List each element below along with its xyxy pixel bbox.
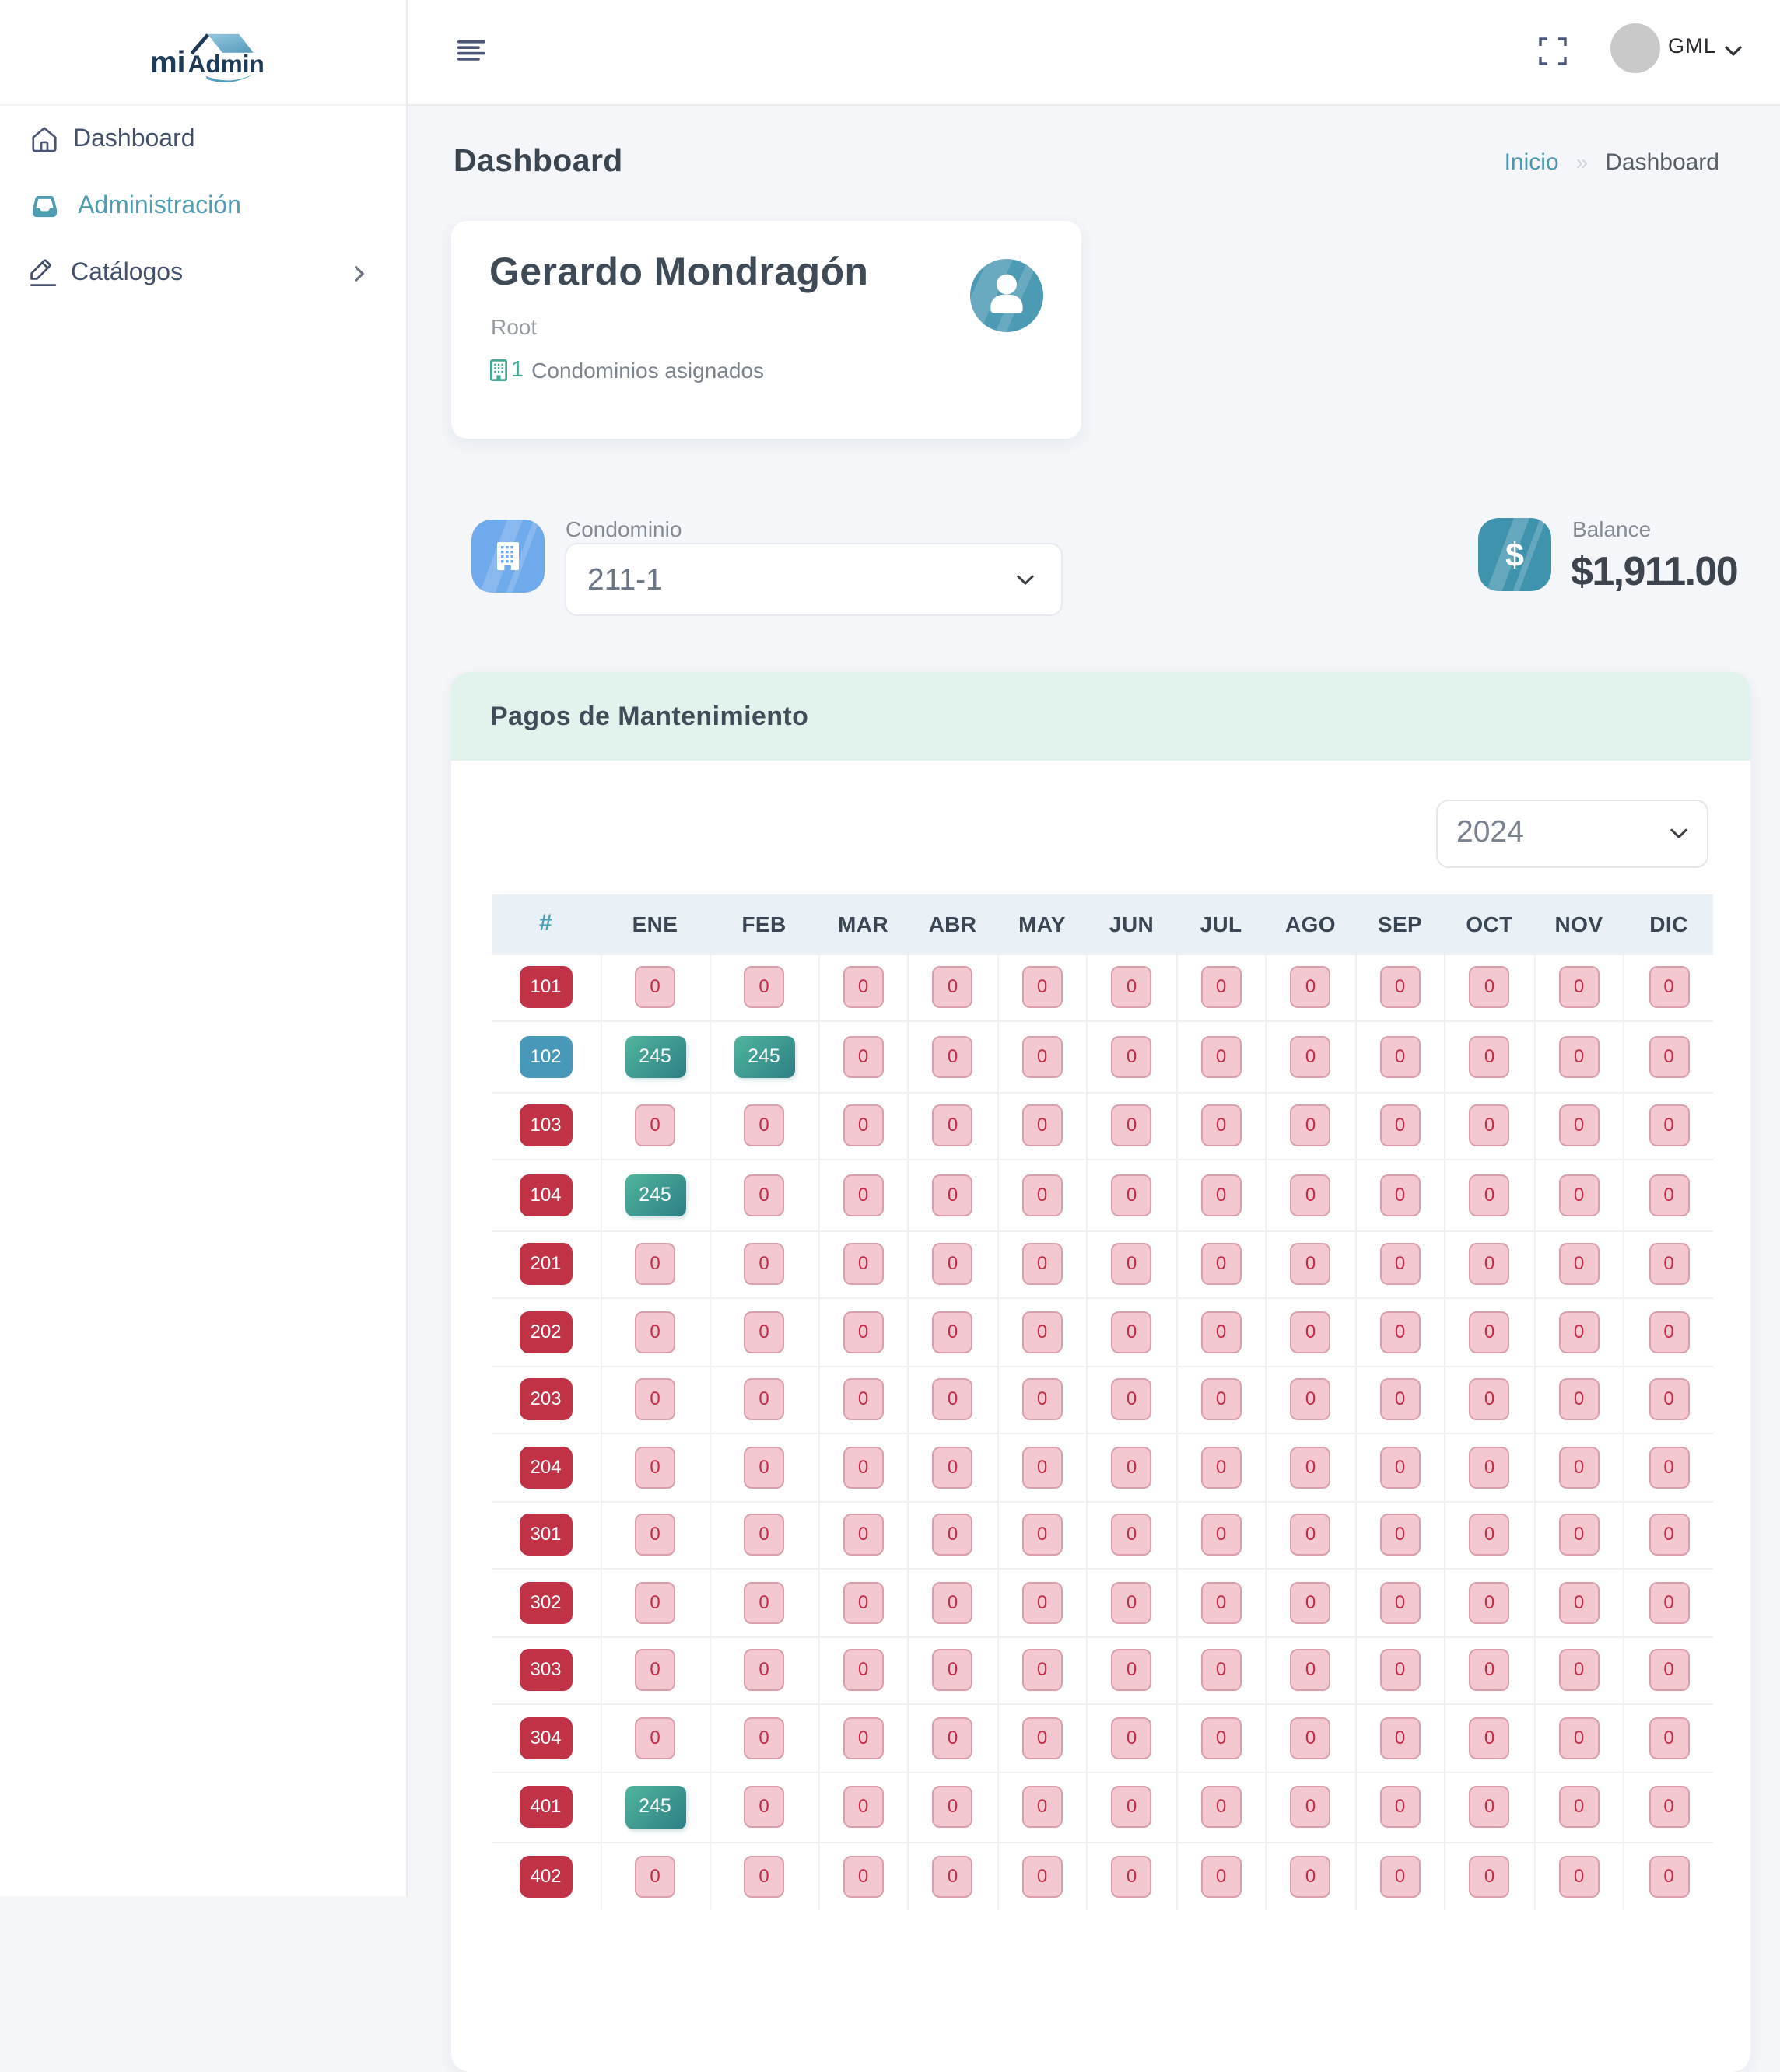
svg-text:$: $ [1505, 537, 1524, 574]
